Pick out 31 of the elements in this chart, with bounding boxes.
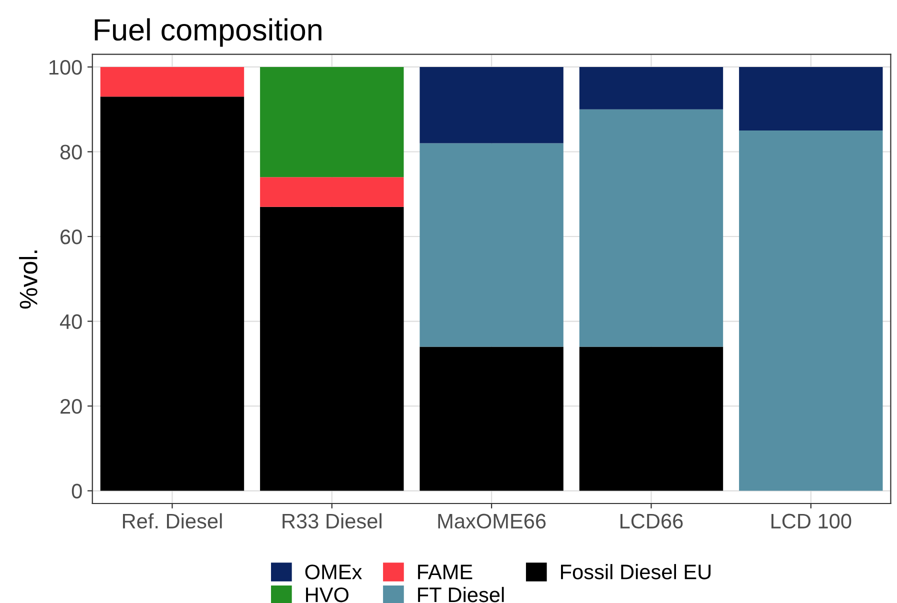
bar <box>260 177 404 207</box>
y-tick-label: 80 <box>60 144 82 160</box>
legend-label: OMEx <box>305 564 362 580</box>
bar <box>579 346 724 491</box>
bar <box>739 130 883 491</box>
y-tick-label: 60 <box>60 230 82 244</box>
bar <box>100 96 244 491</box>
x-tick-label: MaxOME66 <box>438 514 546 529</box>
x-tick-label: R33 Diesel <box>282 513 382 529</box>
legend-label: HVO <box>306 587 348 602</box>
bar <box>579 109 724 347</box>
x-tick-label: LCD 100 <box>771 514 852 529</box>
legend-label: Fossil Diesel EU <box>561 564 711 580</box>
x-tick-label: LCD66 <box>620 514 683 529</box>
bar <box>100 66 244 97</box>
bar <box>420 66 564 144</box>
y-tick-label: 40 <box>60 314 82 330</box>
bar <box>260 206 404 491</box>
bar <box>739 66 883 131</box>
y-tick-label: 20 <box>60 399 82 414</box>
bar <box>579 66 724 110</box>
legend-label: FAME <box>418 564 472 580</box>
bar <box>260 66 404 178</box>
y-tick-label: 100 <box>50 60 82 75</box>
bar <box>420 346 564 491</box>
legend-label: FT Diesel <box>418 586 504 602</box>
x-tick-label: Ref. Diesel <box>122 513 222 529</box>
chart-title: Fuel composition <box>94 18 322 47</box>
y-axis-title: %vol. <box>19 250 38 309</box>
y-tick-label: 0 <box>72 484 82 499</box>
bar <box>420 143 564 347</box>
